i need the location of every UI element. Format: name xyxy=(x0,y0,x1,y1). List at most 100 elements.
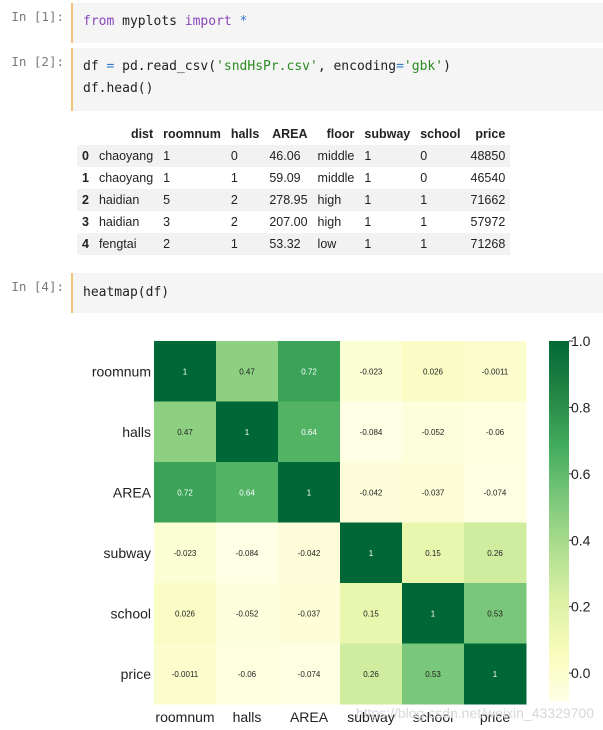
heatmap-cell-label: -0.037 xyxy=(422,488,445,497)
table-cell: 1 xyxy=(163,171,171,185)
heatmap-figure: 1 0.47 0.72 -0.023 0.026 -0.0011 0.47 1 0.64 -0.0… xyxy=(92,333,594,725)
y-tick-label: school xyxy=(111,605,151,621)
heatmap-cell xyxy=(154,643,217,705)
cell-prompt: In [1]: xyxy=(11,9,64,24)
column-header: floor xyxy=(326,127,355,141)
table-cell: haidian xyxy=(98,193,140,207)
code-token: 'gbk' xyxy=(403,59,444,74)
y-tick-label: AREA xyxy=(113,484,152,500)
table-row: 4 fengtai 2 1 53.32 low 1 1 71268 xyxy=(77,233,511,255)
heatmap-cell-label: 0.47 xyxy=(177,428,193,437)
code-token: pd.read_csv( xyxy=(114,59,217,74)
heatmap-cell-label: 0.26 xyxy=(487,549,503,558)
heatmap-cell xyxy=(154,401,217,463)
heatmap-cell xyxy=(154,462,217,523)
table-cell: chaoyang xyxy=(98,171,154,185)
code-editor[interactable]: heatmap(df) xyxy=(71,273,603,313)
heatmap-cell xyxy=(340,522,403,584)
column-header: halls xyxy=(230,127,260,141)
code-token: 'sndHsPr.csv' xyxy=(216,59,318,74)
index-header xyxy=(77,123,94,145)
heatmap-cell-label: -0.052 xyxy=(422,428,445,437)
heatmap-cell xyxy=(340,341,403,402)
code-token: * xyxy=(239,14,248,29)
heatmap-cell-label: -0.042 xyxy=(360,488,383,497)
heatmap-cell-label: 1 xyxy=(369,549,374,558)
code-token: heatmap(df) xyxy=(83,285,170,300)
column-header: school xyxy=(420,127,461,141)
x-tick-label: roomnum xyxy=(155,709,214,725)
table-cell: high xyxy=(317,193,342,207)
table-cell: 2 xyxy=(163,237,171,251)
table-cell: 278.95 xyxy=(269,193,308,207)
table-cell: 1 xyxy=(364,149,372,163)
heatmap-cell-label: 0.72 xyxy=(301,367,317,376)
code-line: df.head() xyxy=(83,81,154,96)
heatmap-cell xyxy=(402,643,465,705)
heatmap-cell-label: -0.06 xyxy=(238,670,257,679)
heatmap-cell-label: -0.084 xyxy=(360,428,383,437)
colorbar-tick-label: 0.0 xyxy=(571,665,591,681)
heatmap-cell-label: -0.0011 xyxy=(482,367,509,376)
code-cell-4[interactable]: In [4]: heatmap(df) xyxy=(0,273,603,313)
code-token: , encoding xyxy=(317,59,397,74)
code-editor[interactable]: df = pd.read_csv('sndHsPr.csv', encoding… xyxy=(71,48,603,111)
heatmap-cell-label: -0.023 xyxy=(360,367,383,376)
table-cell: 1 xyxy=(230,237,238,251)
dataframe-output: dist roomnum halls AREA floor subway school pri… xyxy=(77,123,511,255)
colorbar xyxy=(549,341,569,701)
heatmap-cell xyxy=(278,341,341,402)
y-tick-label: halls xyxy=(122,424,151,440)
code-editor[interactable]: from myplots import * xyxy=(71,3,603,43)
table-cell: 1 xyxy=(364,237,372,251)
heatmap-cell xyxy=(278,643,341,705)
heatmap-cell-label: 0.15 xyxy=(363,609,379,618)
table-cell: 46.06 xyxy=(269,149,301,163)
row-index: 3 xyxy=(82,215,89,229)
heatmap-cell xyxy=(278,522,341,584)
heatmap-cell xyxy=(340,401,403,463)
table-cell: 1 xyxy=(420,237,428,251)
x-tick-label: AREA xyxy=(290,709,329,725)
table-row: 3 haidian 3 2 207.00 high 1 1 57972 xyxy=(77,211,510,233)
code-line: heatmap(df) xyxy=(73,273,603,304)
table-cell: middle xyxy=(317,149,355,163)
row-index: 2 xyxy=(82,193,89,207)
x-tick-label: halls xyxy=(233,709,262,725)
x-tick-label: price xyxy=(480,709,511,725)
code-cell-2[interactable]: In [2]: df = pd.read_csv('sndHsPr.csv', … xyxy=(0,48,603,111)
heatmap-cell xyxy=(464,341,527,402)
table-cell: 0 xyxy=(420,149,428,163)
table-cell: 3 xyxy=(163,215,171,229)
table-cell: 5 xyxy=(163,193,171,207)
table-cell: 1 xyxy=(163,149,171,163)
table-cell: 1 xyxy=(364,215,372,229)
column-header: AREA xyxy=(272,127,308,141)
heatmap-cell xyxy=(464,583,527,644)
row-index: 0 xyxy=(82,149,89,163)
code-token: import xyxy=(184,14,232,29)
heatmap-cell xyxy=(278,401,341,463)
heatmap-cell-label: -0.052 xyxy=(236,609,259,618)
code-cell-1[interactable]: In [1]: from myplots import * xyxy=(0,3,603,43)
heatmap-cell-label: 0.026 xyxy=(175,609,196,618)
colorbar-tick-label: 0.4 xyxy=(571,532,591,548)
table-cell: 1 xyxy=(364,171,372,185)
heatmap-cell-label: 0.53 xyxy=(487,609,503,618)
row-index: 4 xyxy=(82,237,89,251)
cell-prompt: In [2]: xyxy=(11,54,64,69)
heatmap-cell xyxy=(340,462,403,523)
heatmap-cell-label: -0.037 xyxy=(298,609,321,618)
code-line: from myplots import * xyxy=(73,3,603,33)
table-row: 2 haidian 5 2 278.95 high 1 1 71662 xyxy=(77,189,511,211)
code-line: df = pd.read_csv('sndHsPr.csv', encoding… xyxy=(73,48,603,78)
heatmap-cell xyxy=(154,583,217,644)
heatmap-cell xyxy=(154,341,217,402)
heatmap-cell xyxy=(216,522,279,584)
heatmap-cell-label: 0.26 xyxy=(363,670,379,679)
table-cell: low xyxy=(317,237,337,251)
colorbar-tick-label: 1.0 xyxy=(571,333,591,349)
table-cell: high xyxy=(317,215,342,229)
row-index: 1 xyxy=(82,171,89,185)
table-cell: 1 xyxy=(420,215,428,229)
